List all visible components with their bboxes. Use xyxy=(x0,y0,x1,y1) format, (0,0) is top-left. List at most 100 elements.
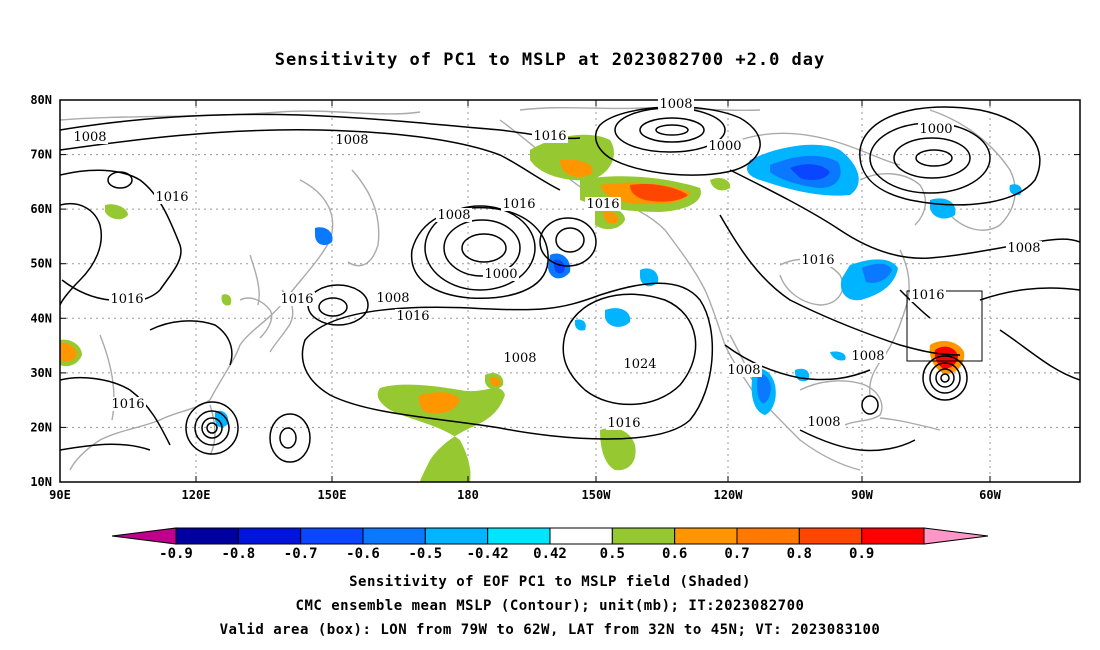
lat-label: 70N xyxy=(30,148,52,162)
contour-label: 1016 xyxy=(396,309,429,324)
colorbar-label: 0.5 xyxy=(600,546,625,562)
lon-label: 90E xyxy=(49,488,71,502)
contour-label-bg xyxy=(154,190,190,204)
colorbar-box xyxy=(611,527,676,545)
lat-label: 10N xyxy=(30,475,52,489)
contour-label-bg xyxy=(483,267,519,281)
colorbar-box xyxy=(175,527,239,545)
contour-label-bg xyxy=(622,357,658,371)
contour-label: 1016 xyxy=(911,288,944,303)
contour-label-bg xyxy=(72,130,108,144)
lat-label: 20N xyxy=(30,420,52,434)
contour-label: 1000 xyxy=(708,139,741,154)
contour-label: 1008 xyxy=(503,351,536,366)
colorbar-box xyxy=(237,527,302,545)
lat-label: 60N xyxy=(30,202,52,216)
contour-label: 1008 xyxy=(335,133,368,148)
lat-label: 50N xyxy=(30,257,52,271)
contour-label-bg xyxy=(910,288,946,302)
contour-label-bg xyxy=(532,129,568,143)
contour-label: 1016 xyxy=(110,292,143,307)
colorbar-box xyxy=(798,527,863,545)
colorbar-box xyxy=(362,527,426,545)
lon-label: 150W xyxy=(582,488,612,502)
lat-label: 80N xyxy=(30,93,52,107)
contour-label-bg xyxy=(109,292,145,306)
colorbar-label: 0.42 xyxy=(533,546,567,562)
contour-label: 1016 xyxy=(607,416,640,431)
sensitivity-shading xyxy=(60,134,1022,482)
colorbar-label: -0.7 xyxy=(284,546,318,562)
contour-label: 1016 xyxy=(586,197,619,212)
contour-label: 1016 xyxy=(280,292,313,307)
contour-label: 1016 xyxy=(155,190,188,205)
contour-label: 1000 xyxy=(919,122,952,137)
caption-line-2: CMC ensemble mean MSLP (Contour); unit(m… xyxy=(295,598,805,614)
colorbar-box xyxy=(736,527,800,545)
contour-label: 1008 xyxy=(73,130,106,145)
colorbar-label: -0.42 xyxy=(467,546,509,562)
colorbar-label: -0.9 xyxy=(159,546,193,562)
contour-label: 1008 xyxy=(727,363,760,378)
contour-labels: 1008 1008 1016 1008 1000 1000 1016 1008 1016 1016… xyxy=(72,97,1042,431)
colorbar-left-arrow xyxy=(111,527,177,545)
contour-label-bg xyxy=(1006,241,1042,255)
contour-label-bg xyxy=(279,292,315,306)
contour-label-bg xyxy=(806,415,842,429)
caption-line-3: Valid area (box): LON from 79W to 62W, L… xyxy=(219,622,881,638)
colorbar-label: 0.9 xyxy=(849,546,874,562)
contour-label: 1008 xyxy=(807,415,840,430)
lon-label: 90W xyxy=(851,488,873,502)
contour-label: 1016 xyxy=(502,197,535,212)
colorbar-box xyxy=(549,527,613,545)
contour-label: 1016 xyxy=(801,253,834,268)
colorbar-box xyxy=(424,527,489,545)
contour-label-bg xyxy=(606,416,642,430)
map-title: Sensitivity of PC1 to MSLP at 2023082700… xyxy=(274,50,826,70)
contour-label: 1008 xyxy=(1007,241,1040,256)
contour-label-bg xyxy=(658,97,694,111)
contour-label-bg xyxy=(502,351,538,365)
colorbar-label: 0.7 xyxy=(724,546,749,562)
lon-label: 150E xyxy=(318,488,347,502)
map-frame xyxy=(59,99,1081,483)
contour-label: 1008 xyxy=(659,97,692,112)
colorbar-label: -0.8 xyxy=(221,546,255,562)
lat-tick-labels: 80N 70N 60N 50N 40N 30N 20N 10N xyxy=(30,93,52,489)
colorbar-box xyxy=(487,527,551,545)
colorbar-right-arrow xyxy=(923,527,989,545)
contour-label: 1016 xyxy=(533,129,566,144)
contour-label-bg xyxy=(334,133,370,147)
tick-marks xyxy=(59,99,1080,483)
contour-label-bg xyxy=(375,291,411,305)
contour-label: 1008 xyxy=(851,349,884,364)
contour-label-bg xyxy=(800,253,836,267)
contour-label-bg xyxy=(585,197,621,211)
lon-label: 120W xyxy=(714,488,744,502)
colorbar-label: -0.5 xyxy=(408,546,442,562)
colorbar-box xyxy=(300,527,364,545)
contour-label-bg xyxy=(707,139,743,153)
colorbar-box xyxy=(861,527,925,545)
contour-label-bg xyxy=(918,122,954,136)
contour-label: 1024 xyxy=(623,357,656,372)
colorbar-label: 0.8 xyxy=(787,546,812,562)
colorbar-box xyxy=(674,527,738,545)
colorbar: -0.9 -0.8 -0.7 -0.6 -0.5 -0.42 0.42 0.5 0.6 0.7 0.… xyxy=(111,527,989,562)
contour-label: 1016 xyxy=(111,397,144,412)
lon-tick-labels: 90E 120E 150E 180 150W 120W 90W 60W xyxy=(49,488,1001,502)
contour-label-bg xyxy=(436,208,472,222)
contour-label-bg xyxy=(501,197,537,211)
contour-label-bg xyxy=(110,397,146,411)
contour-label: 1008 xyxy=(376,291,409,306)
colorbar-label: 0.6 xyxy=(662,546,687,562)
lon-label: 180 xyxy=(457,488,479,502)
colorbar-label: -0.6 xyxy=(346,546,380,562)
lon-label: 60W xyxy=(979,488,1001,502)
contour-label-bg xyxy=(395,309,431,323)
contour-label: 1000 xyxy=(484,267,517,282)
lat-label: 40N xyxy=(30,311,52,325)
lon-label: 120E xyxy=(182,488,211,502)
contour-label-bg xyxy=(726,363,762,377)
